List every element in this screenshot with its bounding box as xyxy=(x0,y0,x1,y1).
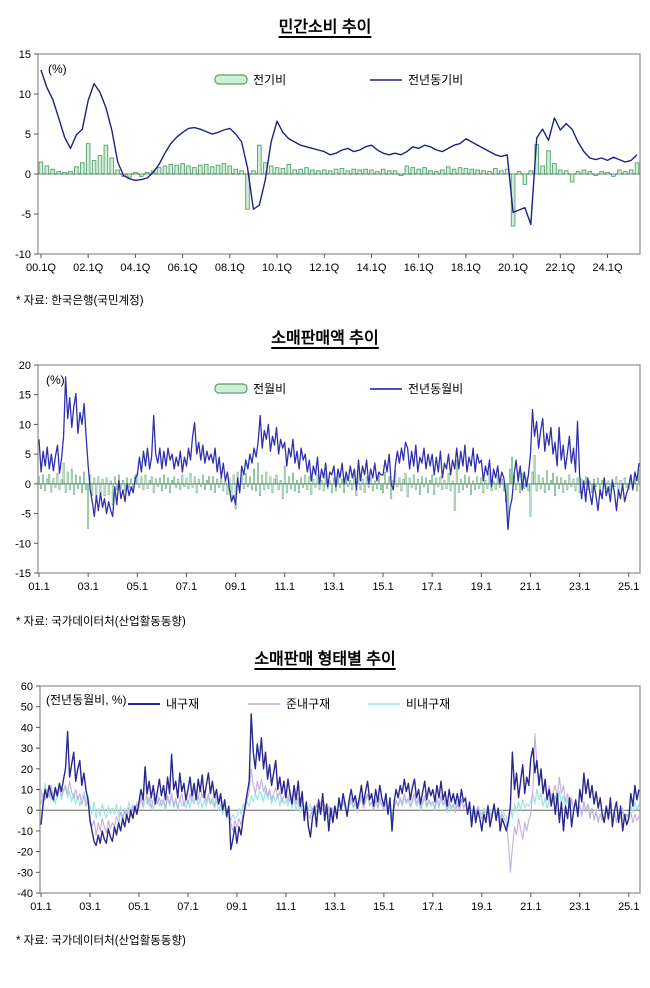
svg-text:0: 0 xyxy=(27,805,33,817)
chart-title-retail-sales: 소매판매액 추이 xyxy=(271,330,379,347)
svg-text:전년동기비: 전년동기비 xyxy=(408,73,463,87)
svg-text:19.1: 19.1 xyxy=(471,901,492,913)
svg-text:0: 0 xyxy=(25,479,31,491)
svg-text:20: 20 xyxy=(21,764,33,776)
svg-text:-30: -30 xyxy=(17,867,33,879)
svg-text:07.1: 07.1 xyxy=(176,581,197,593)
svg-text:0: 0 xyxy=(25,169,31,181)
svg-text:25.1: 25.1 xyxy=(618,901,639,913)
svg-text:14.1Q: 14.1Q xyxy=(356,262,386,274)
svg-text:10: 10 xyxy=(19,419,31,431)
svg-text:06.1Q: 06.1Q xyxy=(168,262,198,274)
svg-text:15: 15 xyxy=(19,390,31,402)
source-note-retail-sales: * 자료: 국가데이터처(산업활동동향) xyxy=(16,616,186,628)
svg-text:19.1: 19.1 xyxy=(471,581,492,593)
svg-text:-5: -5 xyxy=(21,509,31,521)
svg-text:18.1Q: 18.1Q xyxy=(451,262,481,274)
svg-text:07.1: 07.1 xyxy=(177,901,198,913)
svg-text:17.1: 17.1 xyxy=(421,581,442,593)
chart-title-retail-sales-by-type: 소매판매 형태별 추이 xyxy=(254,651,396,668)
svg-text:5: 5 xyxy=(25,449,31,461)
svg-text:22.1Q: 22.1Q xyxy=(545,262,575,274)
svg-text:15.1: 15.1 xyxy=(372,581,393,593)
svg-text:11.1: 11.1 xyxy=(276,901,297,913)
svg-text:-10: -10 xyxy=(15,538,31,550)
svg-text:25.1: 25.1 xyxy=(618,581,639,593)
svg-text:(전년동월비, %): (전년동월비, %) xyxy=(46,693,127,707)
private-consumption-section: 민간소비 추이 15 10 5 0 -5 -10 00.1Q 02.1Q 04.1Q 06.1Q 0… xyxy=(0,13,650,308)
svg-text:16.1Q: 16.1Q xyxy=(404,262,434,274)
svg-text:-5: -5 xyxy=(21,209,31,221)
svg-text:11.1: 11.1 xyxy=(274,581,295,593)
svg-text:15: 15 xyxy=(19,49,31,61)
svg-text:00.1Q: 00.1Q xyxy=(26,262,56,274)
svg-text:02.1Q: 02.1Q xyxy=(73,262,103,274)
svg-text:-10: -10 xyxy=(17,826,33,838)
source-note-retail-sales-by-type: * 자료: 국가데이터처(산업활동동향) xyxy=(16,935,186,947)
svg-text:전월비: 전월비 xyxy=(253,382,286,396)
svg-text:60: 60 xyxy=(21,681,33,693)
svg-text:23.1: 23.1 xyxy=(569,901,590,913)
svg-text:21.1: 21.1 xyxy=(520,901,541,913)
svg-text:-20: -20 xyxy=(17,847,33,859)
svg-text:15.1: 15.1 xyxy=(373,901,394,913)
svg-text:24.1Q: 24.1Q xyxy=(593,262,623,274)
retail-sales-by-type-section: 소매판매 형태별 추이 60 50 40 30 20 10 0 -10 -20 -30 -40 01.… xyxy=(0,645,650,948)
chart-title-private-consumption: 민간소비 추이 xyxy=(278,19,372,36)
svg-text:13.1: 13.1 xyxy=(324,901,345,913)
svg-text:05.1: 05.1 xyxy=(128,901,149,913)
svg-text:12.1Q: 12.1Q xyxy=(309,262,339,274)
svg-text:03.1: 03.1 xyxy=(77,581,98,593)
source-note-private-consumption: * 자료: 한국은행(국민계정) xyxy=(16,295,144,307)
svg-text:21.1: 21.1 xyxy=(520,581,541,593)
svg-text:13.1: 13.1 xyxy=(323,581,344,593)
svg-text:17.1: 17.1 xyxy=(422,901,443,913)
svg-text:10: 10 xyxy=(19,89,31,101)
svg-text:(%): (%) xyxy=(48,62,67,76)
svg-text:준내구재: 준내구재 xyxy=(286,697,330,711)
svg-text:-10: -10 xyxy=(15,249,31,261)
svg-text:09.1: 09.1 xyxy=(226,901,247,913)
svg-text:비내구재: 비내구재 xyxy=(406,697,450,711)
svg-text:03.1: 03.1 xyxy=(79,901,100,913)
retail-sales-section: 소매판매액 추이 20 15 10 5 0 -5 -10 -15 01.1 03.1 05.1 07.… xyxy=(0,324,650,629)
svg-text:09.1: 09.1 xyxy=(225,581,246,593)
svg-text:50: 50 xyxy=(21,702,33,714)
svg-text:내구재: 내구재 xyxy=(166,697,199,711)
svg-text:04.1Q: 04.1Q xyxy=(120,262,150,274)
svg-text:10: 10 xyxy=(21,785,33,797)
svg-text:23.1: 23.1 xyxy=(569,581,590,593)
svg-text:40: 40 xyxy=(21,722,33,734)
svg-text:20: 20 xyxy=(19,360,31,372)
svg-text:01.1: 01.1 xyxy=(30,901,51,913)
svg-text:08.1Q: 08.1Q xyxy=(215,262,245,274)
svg-text:전기비: 전기비 xyxy=(253,73,286,87)
svg-text:5: 5 xyxy=(25,129,31,141)
svg-text:(%): (%) xyxy=(46,373,65,387)
svg-text:05.1: 05.1 xyxy=(127,581,148,593)
svg-text:01.1: 01.1 xyxy=(28,581,49,593)
svg-text:30: 30 xyxy=(21,743,33,755)
svg-text:-40: -40 xyxy=(17,888,33,900)
svg-text:20.1Q: 20.1Q xyxy=(498,262,528,274)
svg-text:전년동월비: 전년동월비 xyxy=(408,382,463,396)
svg-text:10.1Q: 10.1Q xyxy=(262,262,292,274)
svg-text:-15: -15 xyxy=(15,568,31,580)
